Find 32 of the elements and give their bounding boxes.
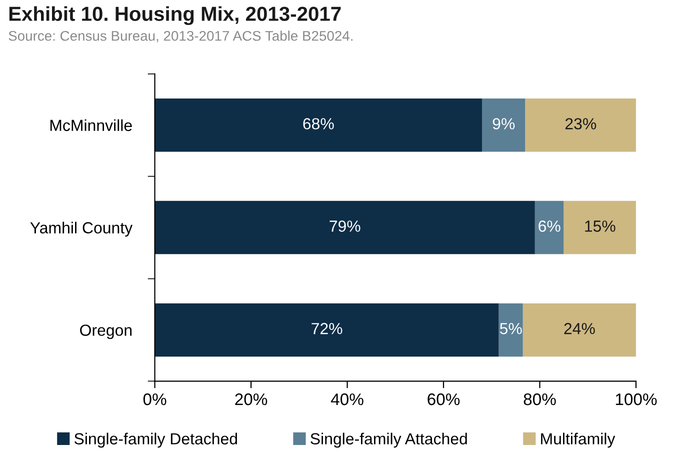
data-label: 79%: [330, 220, 360, 232]
data-label: 72%: [312, 322, 342, 334]
y-tick-label: Oregon: [80, 324, 132, 340]
chart-subtitle: Source: Census Bureau, 2013-2017 ACS Table B25024.: [8, 30, 352, 42]
legend-label: Multifamily: [541, 432, 616, 448]
bar: [525, 98, 636, 152]
x-tick-label: 80%: [524, 393, 556, 406]
data-label: 9%: [492, 118, 515, 130]
bar: [482, 98, 526, 152]
chart-title: Exhibit 10. Housing Mix, 2013-2017: [9, 6, 341, 26]
data-label: 68%: [303, 118, 334, 130]
bar: [154, 98, 482, 152]
x-tick-label: 0%: [143, 393, 166, 406]
data-label: 24%: [564, 322, 595, 334]
bar: [564, 200, 636, 254]
legend-label: Single-family Attached: [310, 432, 467, 448]
x-tick-label: 100%: [616, 393, 657, 406]
bar: [534, 200, 564, 254]
data-label: 23%: [565, 118, 596, 130]
bar: [498, 303, 523, 357]
data-label: 5%: [500, 322, 522, 334]
bar: [154, 200, 535, 254]
data-label: 6%: [538, 220, 560, 232]
y-tick-label: McMinnville: [50, 119, 132, 132]
x-tick-label: 20%: [235, 393, 268, 406]
bar: [154, 303, 499, 357]
bar: [522, 303, 636, 357]
x-tick-label: 60%: [428, 393, 460, 406]
y-tick-label: Yamhil County: [30, 222, 133, 237]
data-label: 15%: [585, 220, 616, 232]
x-tick-label: 40%: [330, 393, 364, 406]
legend-label: Single-family Detached: [74, 432, 237, 448]
